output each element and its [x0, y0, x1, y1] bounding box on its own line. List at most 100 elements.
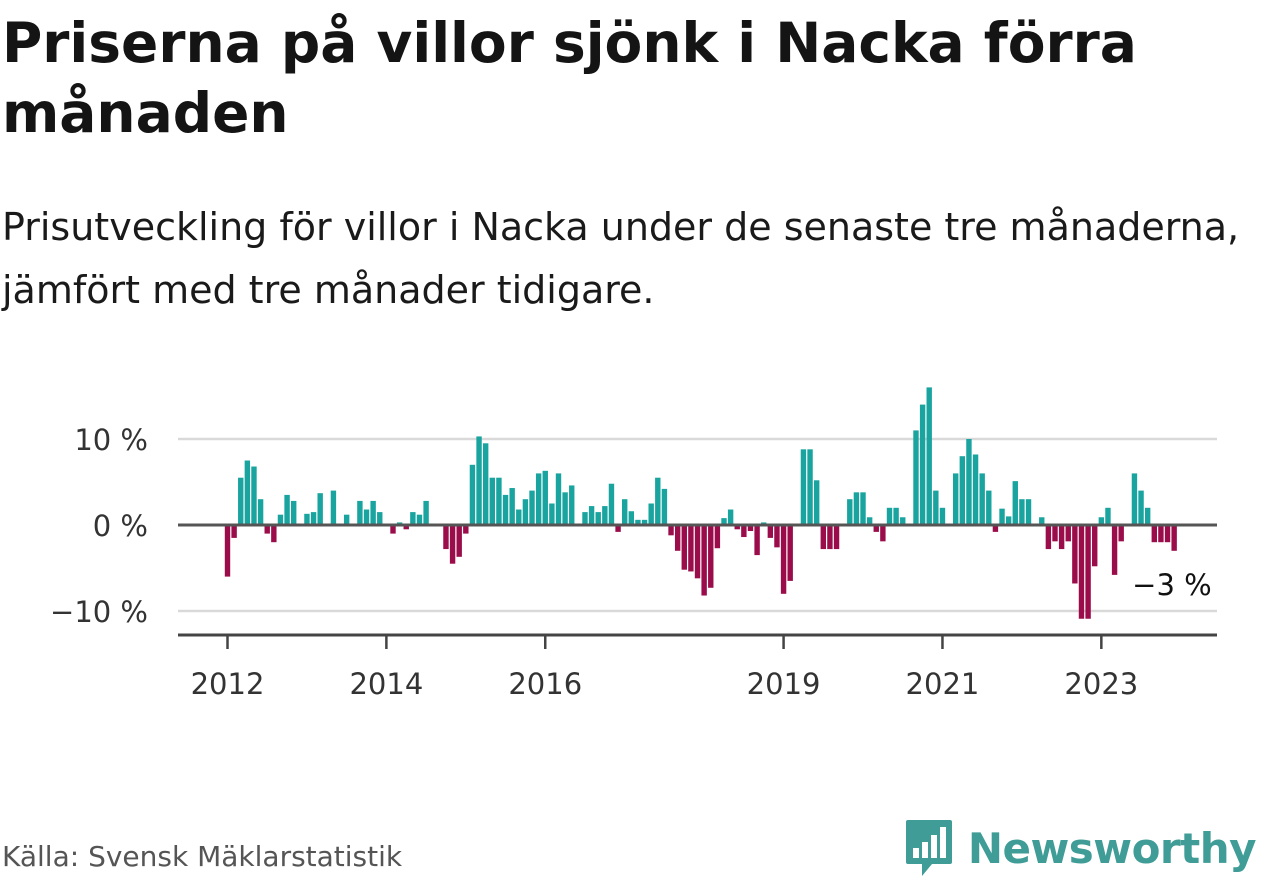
bar [1164, 525, 1171, 543]
y-tick-label: −10 % [50, 595, 148, 629]
bar [721, 518, 727, 525]
bar [780, 525, 787, 594]
x-tick-label: 2021 [906, 667, 980, 700]
bar [1098, 517, 1105, 525]
bar [886, 507, 893, 525]
bar [1005, 516, 1012, 525]
bar [813, 480, 820, 525]
bar [688, 525, 694, 572]
bar [1072, 525, 1078, 584]
bar [1138, 490, 1144, 525]
bar [953, 473, 959, 525]
bar [469, 464, 476, 525]
bar [694, 525, 701, 579]
bar [727, 509, 734, 525]
bar [264, 525, 270, 534]
bar [482, 443, 489, 525]
bar [1078, 525, 1085, 619]
bar [939, 507, 946, 525]
brand-logo[interactable]: Newsworthy [904, 818, 1257, 878]
bar [304, 513, 310, 525]
bar [648, 503, 654, 525]
bar [271, 525, 277, 543]
y-tick-label: 10 % [74, 423, 148, 457]
bar [1118, 525, 1124, 542]
bar [1039, 517, 1045, 525]
bar [628, 511, 635, 525]
bar [310, 512, 317, 525]
bar [972, 454, 979, 525]
bar [343, 514, 350, 525]
source-note: Källa: Svensk Mäklarstatistik [2, 840, 403, 873]
chart-subtitle: Prisutveckling för villor i Nacka under … [2, 205, 1240, 312]
bar [900, 517, 906, 525]
bar [1111, 525, 1118, 575]
bar [509, 488, 515, 525]
bar [555, 473, 562, 525]
bar [1058, 525, 1065, 550]
bar [992, 525, 999, 532]
bar [1144, 507, 1151, 525]
bar [979, 473, 985, 525]
bar [668, 525, 674, 536]
bar [443, 525, 449, 550]
bar [681, 525, 687, 570]
bar [999, 508, 1005, 525]
bar [866, 517, 873, 525]
bar [251, 466, 257, 525]
bar [595, 512, 601, 525]
bar [714, 525, 721, 549]
bar [582, 512, 588, 525]
bar [238, 477, 244, 525]
bar [1171, 525, 1177, 551]
bar [357, 500, 363, 525]
bar [919, 404, 926, 525]
bar [734, 525, 740, 530]
bar [542, 470, 548, 525]
bar [284, 494, 290, 525]
bar [913, 430, 919, 525]
bar [1045, 525, 1052, 550]
bar [1092, 525, 1098, 567]
bar [608, 483, 615, 525]
bar [224, 525, 231, 577]
bar [562, 492, 568, 525]
bar [827, 525, 833, 550]
bar-chart-badge-icon [905, 820, 952, 876]
bar [880, 525, 886, 542]
bar [674, 525, 681, 551]
bar [787, 525, 793, 581]
gridlines [178, 437, 1217, 613]
bar [403, 525, 409, 530]
bar [588, 506, 595, 525]
bar [370, 500, 376, 525]
bar [502, 494, 509, 525]
chart-title: Priserna på villor sjönk i Nacka förra m… [2, 11, 1137, 145]
bar [1085, 525, 1091, 619]
bar [277, 514, 284, 525]
bar [529, 490, 535, 525]
bar [1025, 499, 1032, 525]
bar [522, 499, 529, 525]
bar [661, 488, 668, 525]
bar [549, 503, 555, 525]
bar [1151, 525, 1157, 543]
bar [767, 525, 774, 538]
bar [1158, 525, 1164, 543]
bar [641, 519, 648, 525]
x-tick-label: 2012 [191, 667, 265, 700]
bar [820, 525, 826, 550]
bar [800, 449, 807, 525]
bar [833, 525, 840, 550]
bar [463, 525, 469, 534]
x-tick-label: 2019 [747, 667, 821, 700]
bar [496, 477, 502, 525]
bar [449, 525, 456, 564]
x-tick-label: 2016 [508, 667, 582, 700]
bar [807, 449, 813, 525]
bar [390, 525, 396, 534]
bar [860, 492, 866, 525]
bar [1065, 525, 1071, 542]
bar [456, 525, 462, 557]
bar [257, 499, 264, 525]
